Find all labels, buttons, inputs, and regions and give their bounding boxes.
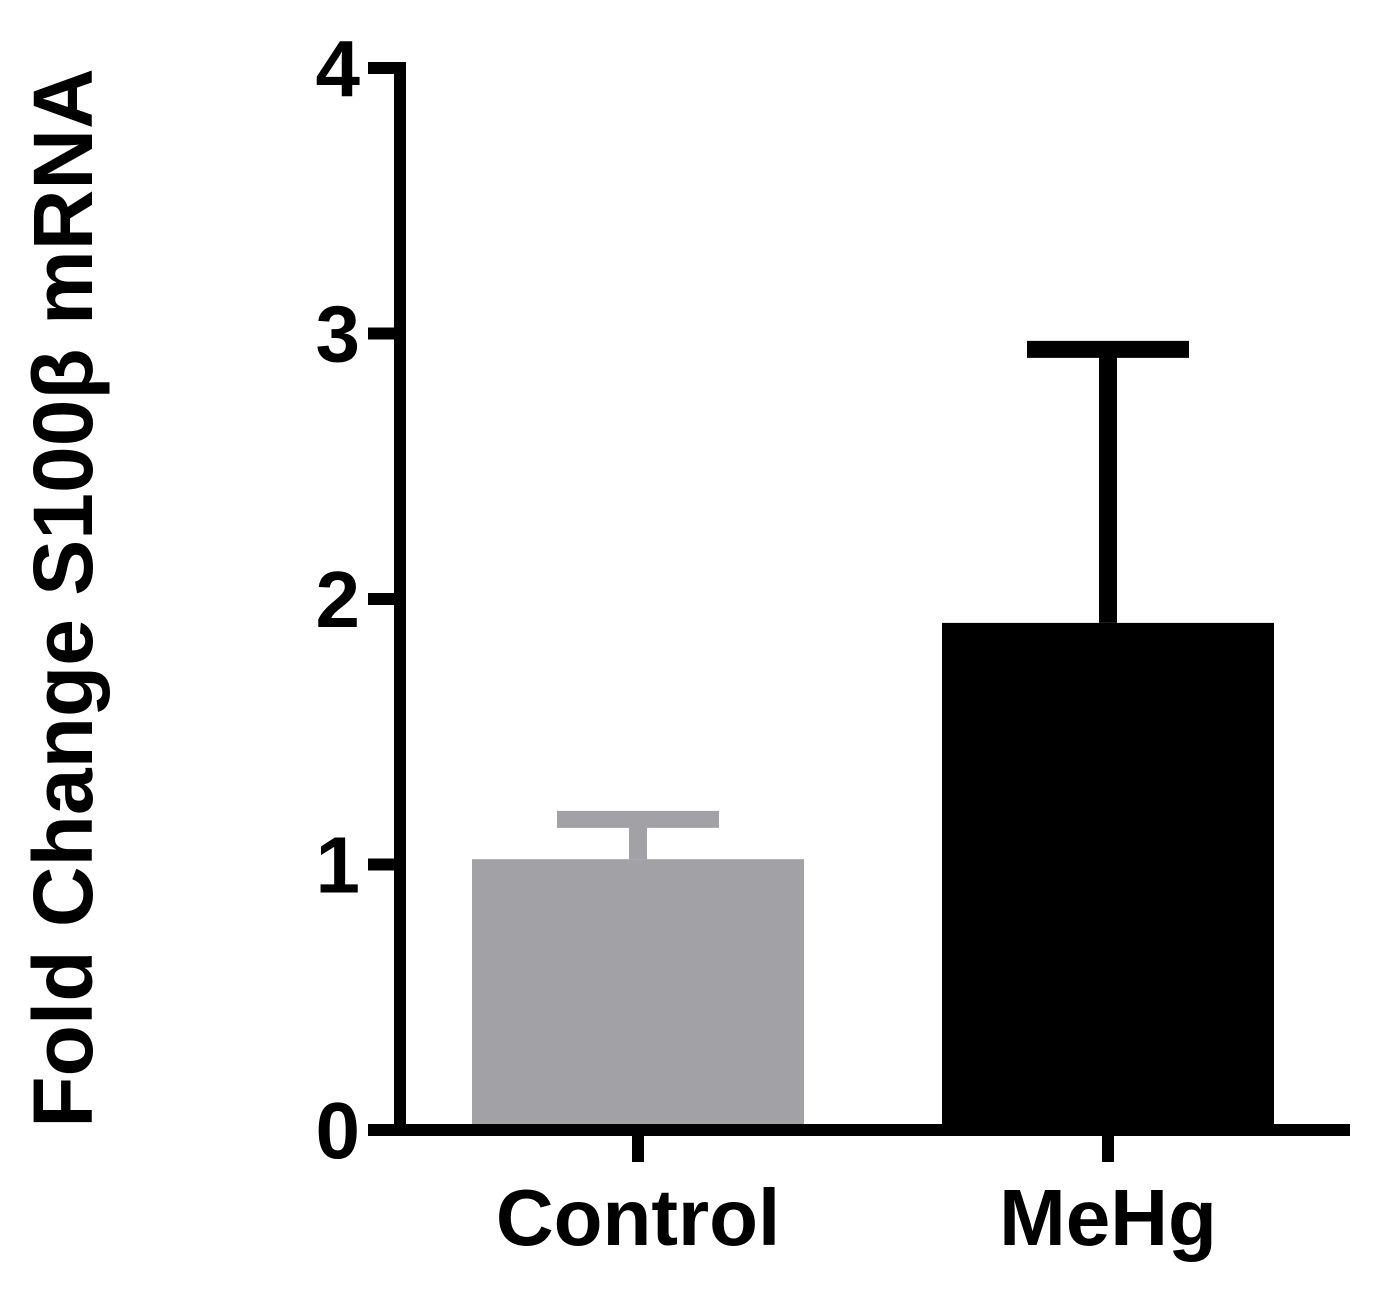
- y-tick-label-2: 2: [316, 555, 361, 644]
- y-tick-label-4: 4: [316, 24, 361, 113]
- x-tick-label-control: Control: [496, 1173, 780, 1262]
- y-axis-title: Fold Change S100β mRNA: [16, 68, 110, 1127]
- y-tick-label-0: 0: [316, 1086, 361, 1175]
- y-ticks-group: 0 1 2 3 4: [316, 24, 400, 1175]
- bar-mehg: [942, 622, 1274, 1130]
- bars-group: [472, 622, 1274, 1130]
- bar-control: [472, 859, 804, 1130]
- y-tick-label-3: 3: [316, 290, 361, 379]
- x-ticks-group: Control MeHg: [496, 1130, 1217, 1262]
- x-tick-label-mehg: MeHg: [999, 1173, 1217, 1262]
- error-bars-group: [557, 340, 1189, 860]
- y-tick-label-1: 1: [316, 821, 361, 910]
